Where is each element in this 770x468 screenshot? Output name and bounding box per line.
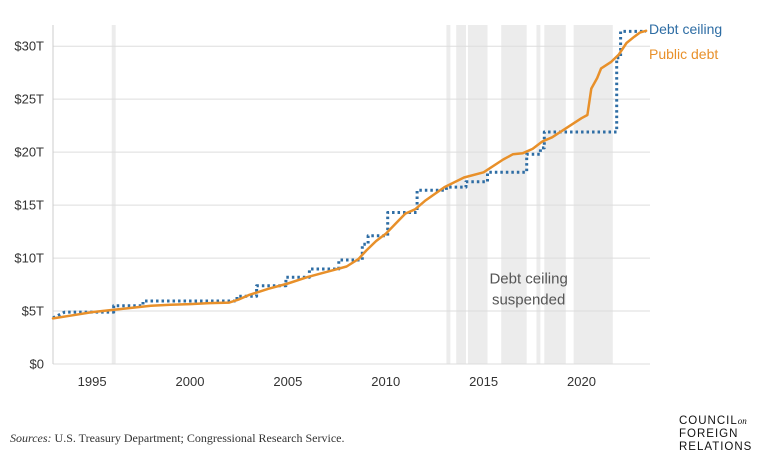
- annotation-line-1: Debt ceiling: [489, 270, 567, 287]
- y-tick-label-4: $20T: [14, 145, 44, 160]
- grid-lines: [53, 45, 650, 365]
- suspension-band-7: [573, 25, 613, 364]
- y-tick-label-6: $30T: [14, 39, 44, 54]
- suspension-band-5: [536, 25, 541, 364]
- x-tick-label-3: 2010: [371, 374, 400, 389]
- suspension-band-3: [467, 25, 488, 364]
- suspension-band-0: [111, 25, 116, 364]
- y-tick-label-3: $15T: [14, 198, 44, 213]
- series-line-public-debt: [51, 29, 648, 320]
- source-note: Sources: U.S. Treasury Department; Congr…: [10, 431, 345, 446]
- series-label-0: Debt ceiling: [649, 21, 722, 37]
- series-label-1: Public debt: [649, 46, 718, 62]
- y-tick-label-1: $5T: [22, 304, 44, 319]
- x-tick-label-1: 2000: [176, 374, 205, 389]
- series-labels: Debt ceiling Public debt: [649, 21, 722, 62]
- series-lines: [51, 29, 648, 320]
- source-text: U.S. Treasury Department; Congressional …: [51, 431, 345, 445]
- debt-chart: $0 $5T $10T $15T $20T $25T $30T 1995 2000 2005 20…: [14, 21, 722, 389]
- cfr-logo: COUNCILon FOREIGN RELATIONS: [679, 415, 752, 454]
- suspension-band-4: [501, 25, 527, 364]
- y-tick-label-2: $10T: [14, 251, 44, 266]
- suspension-band-6: [544, 25, 566, 364]
- suspension-bands: [111, 25, 613, 364]
- x-tick-label-2: 2005: [273, 374, 302, 389]
- series-line-debt-ceiling: [52, 29, 647, 320]
- x-axis-ticks: 1995 2000 2005 2010 2015 2020: [78, 374, 596, 389]
- logo-line-2: FOREIGN: [679, 428, 739, 440]
- suspension-band-1: [446, 25, 451, 364]
- logo-line-3: RELATIONS: [679, 441, 753, 453]
- annotation-line-2: suspended: [492, 291, 565, 308]
- logo-line-1: COUNCIL: [679, 415, 738, 427]
- suspension-band-2: [456, 25, 467, 364]
- y-tick-label-5: $25T: [14, 92, 44, 107]
- y-axis-ticks: $0 $5T $10T $15T $20T $25T $30T: [14, 39, 44, 372]
- source-label: Sources:: [10, 431, 52, 445]
- x-tick-label-0: 1995: [78, 374, 107, 389]
- y-tick-label-0: $0: [30, 357, 44, 372]
- x-tick-label-5: 2020: [567, 374, 596, 389]
- x-tick-label-4: 2015: [469, 374, 498, 389]
- logo-line-1-small: on: [737, 416, 747, 426]
